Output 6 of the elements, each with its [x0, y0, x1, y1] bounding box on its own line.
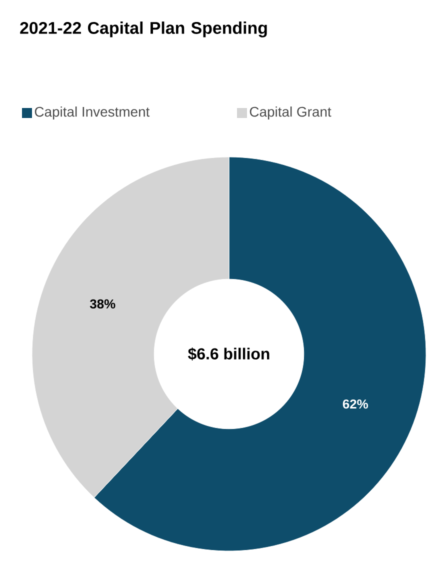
chart-title: 2021-22 Capital Plan Spending — [20, 22, 267, 38]
text: $6.6 billion — [188, 347, 270, 361]
data-label: 62% — [342, 399, 368, 409]
legend-label: Capital Investment — [34, 106, 150, 120]
legend-label: Capital Grant — [250, 106, 332, 120]
data-label: 38% — [90, 299, 116, 309]
